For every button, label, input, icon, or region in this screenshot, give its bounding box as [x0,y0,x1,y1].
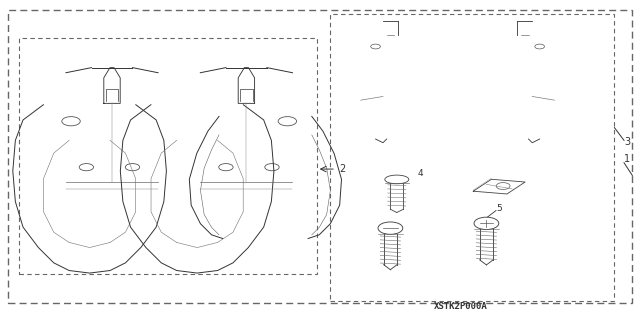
Text: 2: 2 [339,164,346,174]
Text: 4: 4 [418,169,424,178]
Text: 3: 3 [625,137,631,147]
Text: XSTK2P000A: XSTK2P000A [434,302,488,311]
Text: 1: 1 [624,154,630,165]
Text: 5: 5 [497,204,502,213]
